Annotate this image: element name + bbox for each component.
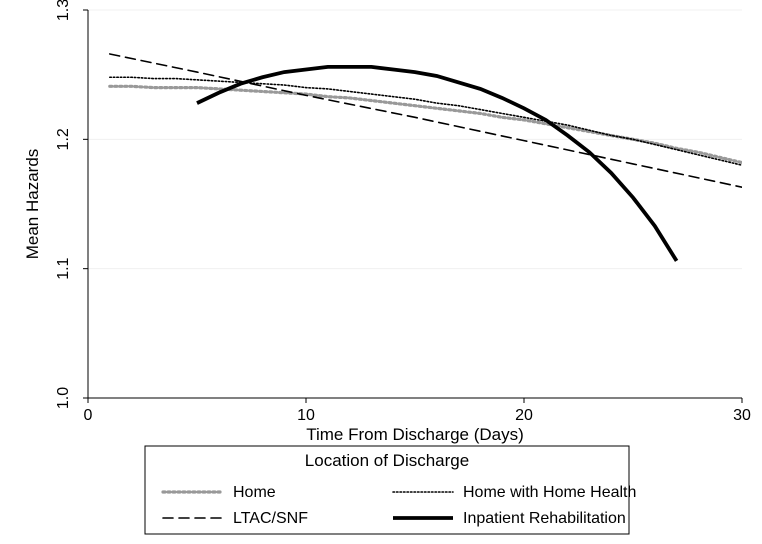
- y-axis-label: Mean Hazards: [23, 149, 42, 260]
- series-line: [110, 77, 742, 165]
- y-tick-label: 1.2: [55, 128, 72, 150]
- y-tick-label: 1.0: [55, 387, 72, 409]
- series-line: [197, 67, 677, 261]
- legend-item-label: LTAC/SNF: [233, 510, 308, 527]
- x-tick-label: 0: [84, 407, 93, 424]
- legend-item-label: Inpatient Rehabilitation: [463, 510, 626, 527]
- chart-svg: 0 10 20 30 1.0 1.1 1.2 1.3 Time From Discharge (…: [0, 0, 762, 544]
- x-tick-label: 20: [515, 407, 533, 424]
- x-tick-label: 30: [733, 407, 751, 424]
- legend-title: Location of Discharge: [305, 451, 469, 470]
- hazard-chart: 0 10 20 30 1.0 1.1 1.2 1.3 Time From Discharge (…: [0, 0, 762, 544]
- x-tick-label: 10: [297, 407, 315, 424]
- y-tick-label: 1.3: [55, 0, 72, 21]
- x-axis-label: Time From Discharge (Days): [306, 425, 524, 444]
- legend-item-label: Home: [233, 484, 276, 501]
- y-tick-label: 1.1: [55, 257, 72, 279]
- legend-item-label: Home with Home Health: [463, 484, 636, 501]
